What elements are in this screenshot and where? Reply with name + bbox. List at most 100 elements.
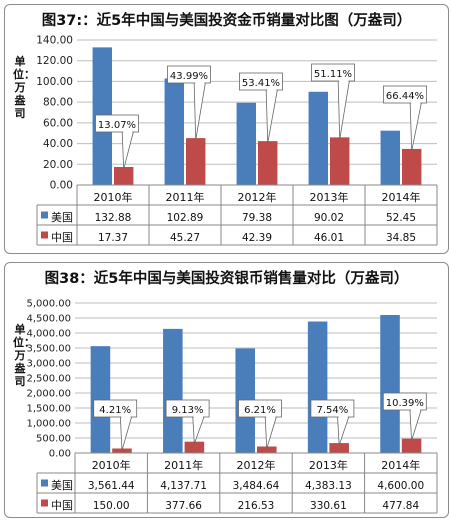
- x-category-label: 2012年: [238, 190, 277, 204]
- callout-box: [165, 399, 210, 418]
- table-value: 79.38: [242, 212, 272, 224]
- bar-usa: [308, 91, 328, 185]
- y-tick-label: 60.00: [43, 117, 73, 129]
- callout-joint: [123, 131, 133, 133]
- table-value: 46.01: [314, 232, 344, 244]
- callout-pointer: [193, 82, 206, 141]
- bar-china: [184, 441, 205, 453]
- table-value: 4,383.13: [305, 480, 352, 492]
- bar-usa: [380, 315, 400, 453]
- table-value: 132.88: [95, 212, 132, 224]
- callout-box: [239, 72, 283, 91]
- table-value: 4,137.71: [160, 480, 207, 492]
- callout-box: [95, 114, 139, 133]
- callout-joint: [339, 80, 349, 82]
- bar-usa: [90, 346, 111, 453]
- callout-pointer: [265, 89, 278, 144]
- callout-label: 13.07%: [98, 120, 136, 131]
- table-value: 17.37: [98, 232, 128, 244]
- y-tick-label: 3,000.00: [26, 359, 71, 370]
- bar-china: [257, 446, 277, 453]
- table-value: 377.66: [165, 500, 202, 512]
- chart-panel-silver: 图38：近5年中国与美国投资银币销售量对比（万盎司） 单位：万盎司 0.00 50…: [4, 262, 449, 518]
- x-category-label: 2014年: [382, 190, 421, 204]
- y-tick-label: 3,500.00: [26, 344, 71, 355]
- callout-joint: [410, 409, 421, 411]
- callout-label: 43.99%: [170, 71, 208, 82]
- x-category-label: 2010年: [92, 458, 131, 472]
- table-value: 52.45: [386, 212, 416, 224]
- callout-pointer: [409, 409, 422, 441]
- callout-joint: [193, 416, 203, 418]
- callout-box: [167, 65, 211, 84]
- legend-label: 中国: [51, 231, 73, 244]
- table-value: 3,561.44: [88, 480, 135, 492]
- callout-label: 51.11%: [314, 69, 352, 80]
- bar-usa: [380, 130, 400, 185]
- table-value: 150.00: [93, 500, 130, 512]
- bar-china: [402, 148, 422, 185]
- legend-swatch: [41, 499, 48, 507]
- bar-china: [330, 137, 350, 185]
- y-tick-label: 80.00: [43, 97, 73, 109]
- table-value: 34.85: [386, 232, 416, 244]
- y-tick-label: 1,000.00: [26, 419, 71, 430]
- chart-title: 图38：近5年中国与美国投资银币销售量对比（万盎司）: [44, 271, 409, 287]
- callout-label: 10.39%: [386, 398, 424, 409]
- callout-pointer: [264, 416, 277, 449]
- callout-box: [310, 399, 355, 418]
- x-category-label: 2012年: [237, 458, 276, 472]
- bar-china: [401, 438, 422, 453]
- callout-box: [311, 63, 355, 82]
- callout-box: [238, 399, 282, 418]
- legend-label: 美国: [51, 211, 73, 224]
- callout-pointer: [119, 416, 133, 451]
- callout-box: [93, 399, 138, 418]
- table-value: 216.53: [238, 500, 275, 512]
- bar-usa: [163, 328, 183, 453]
- table-value: 42.39: [242, 232, 272, 244]
- chart-panel-gold: 图37:：近5年中国与美国投资金币销量对比图（万盎司） 单位：万盎司 0.00 2…: [4, 4, 449, 254]
- y-tick-label: 120.00: [36, 55, 73, 67]
- silver-chart-plot: 0.00 500.00 1,000.00 1,500.00 2,000.00 2,500.…: [26, 299, 438, 514]
- bar-usa: [164, 78, 184, 185]
- bar-china: [186, 138, 206, 185]
- callout-joint: [338, 416, 348, 418]
- callout-pointer: [337, 80, 350, 140]
- x-category-label: 2014年: [381, 458, 420, 472]
- callout-joint: [121, 416, 131, 418]
- callout-label: 4.21%: [99, 405, 131, 416]
- table-value: 45.27: [170, 232, 200, 244]
- callout-joint: [266, 416, 276, 418]
- bar-china: [258, 141, 278, 185]
- y-tick-label: 5,000.00: [26, 299, 71, 310]
- x-category-label: 2013年: [309, 458, 348, 472]
- bar-usa: [236, 102, 256, 185]
- callout-joint: [411, 102, 421, 104]
- y-tick-label: 100.00: [36, 76, 73, 88]
- y-tick-label: 500.00: [36, 434, 71, 445]
- chart-title: 图37:：近5年中国与美国投资金币销量对比图（万盎司）: [41, 13, 412, 29]
- callout-joint: [267, 89, 277, 91]
- callout-label: 6.21%: [244, 405, 276, 416]
- bar-china: [112, 448, 132, 453]
- legend-swatch: [41, 479, 48, 487]
- callout-box: [383, 85, 427, 104]
- callout-pointer: [337, 416, 350, 446]
- bar-china: [114, 167, 134, 185]
- y-tick-label: 0.00: [50, 180, 73, 192]
- legend-swatch: [41, 211, 48, 219]
- callout-label: 53.41%: [242, 78, 280, 89]
- callout-joint: [195, 82, 205, 84]
- callout-pointer: [121, 131, 134, 170]
- y-tick-label: 140.00: [36, 35, 73, 47]
- y-tick-label: 40.00: [43, 138, 73, 150]
- table-value: 3,484.64: [233, 480, 280, 492]
- callout-box: [382, 392, 427, 411]
- legend-swatch: [41, 231, 48, 239]
- y-tick-label: 2,000.00: [26, 389, 71, 400]
- table-value: 330.61: [310, 500, 347, 512]
- legend-label: 中国: [51, 499, 73, 512]
- table-value: 90.02: [314, 212, 344, 224]
- y-tick-label: 4,500.00: [26, 314, 71, 325]
